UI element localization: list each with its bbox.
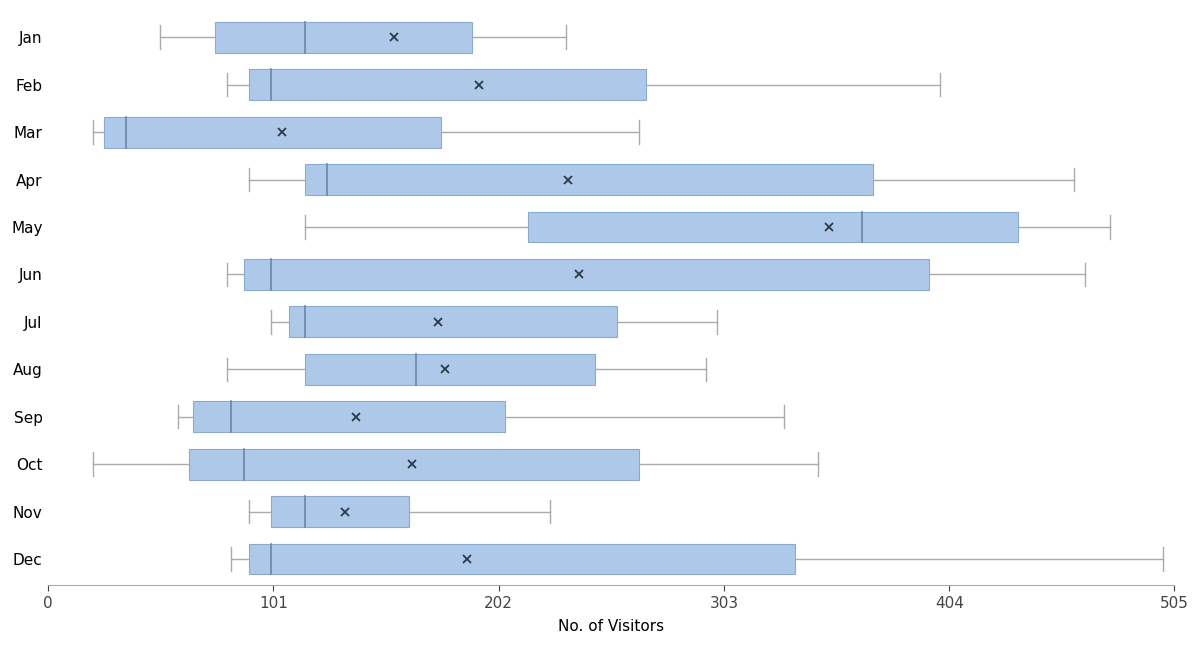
Bar — [248, 544, 796, 575]
Bar — [193, 401, 505, 432]
Bar — [245, 259, 929, 290]
Bar — [104, 117, 440, 148]
X-axis label: No. of Visitors: No. of Visitors — [558, 619, 665, 634]
Bar — [289, 306, 617, 337]
Bar — [271, 496, 409, 527]
Bar — [188, 449, 640, 480]
Bar — [528, 212, 1019, 243]
Bar — [248, 69, 646, 100]
Bar — [305, 354, 594, 384]
Bar — [216, 22, 472, 53]
Bar — [305, 164, 874, 195]
